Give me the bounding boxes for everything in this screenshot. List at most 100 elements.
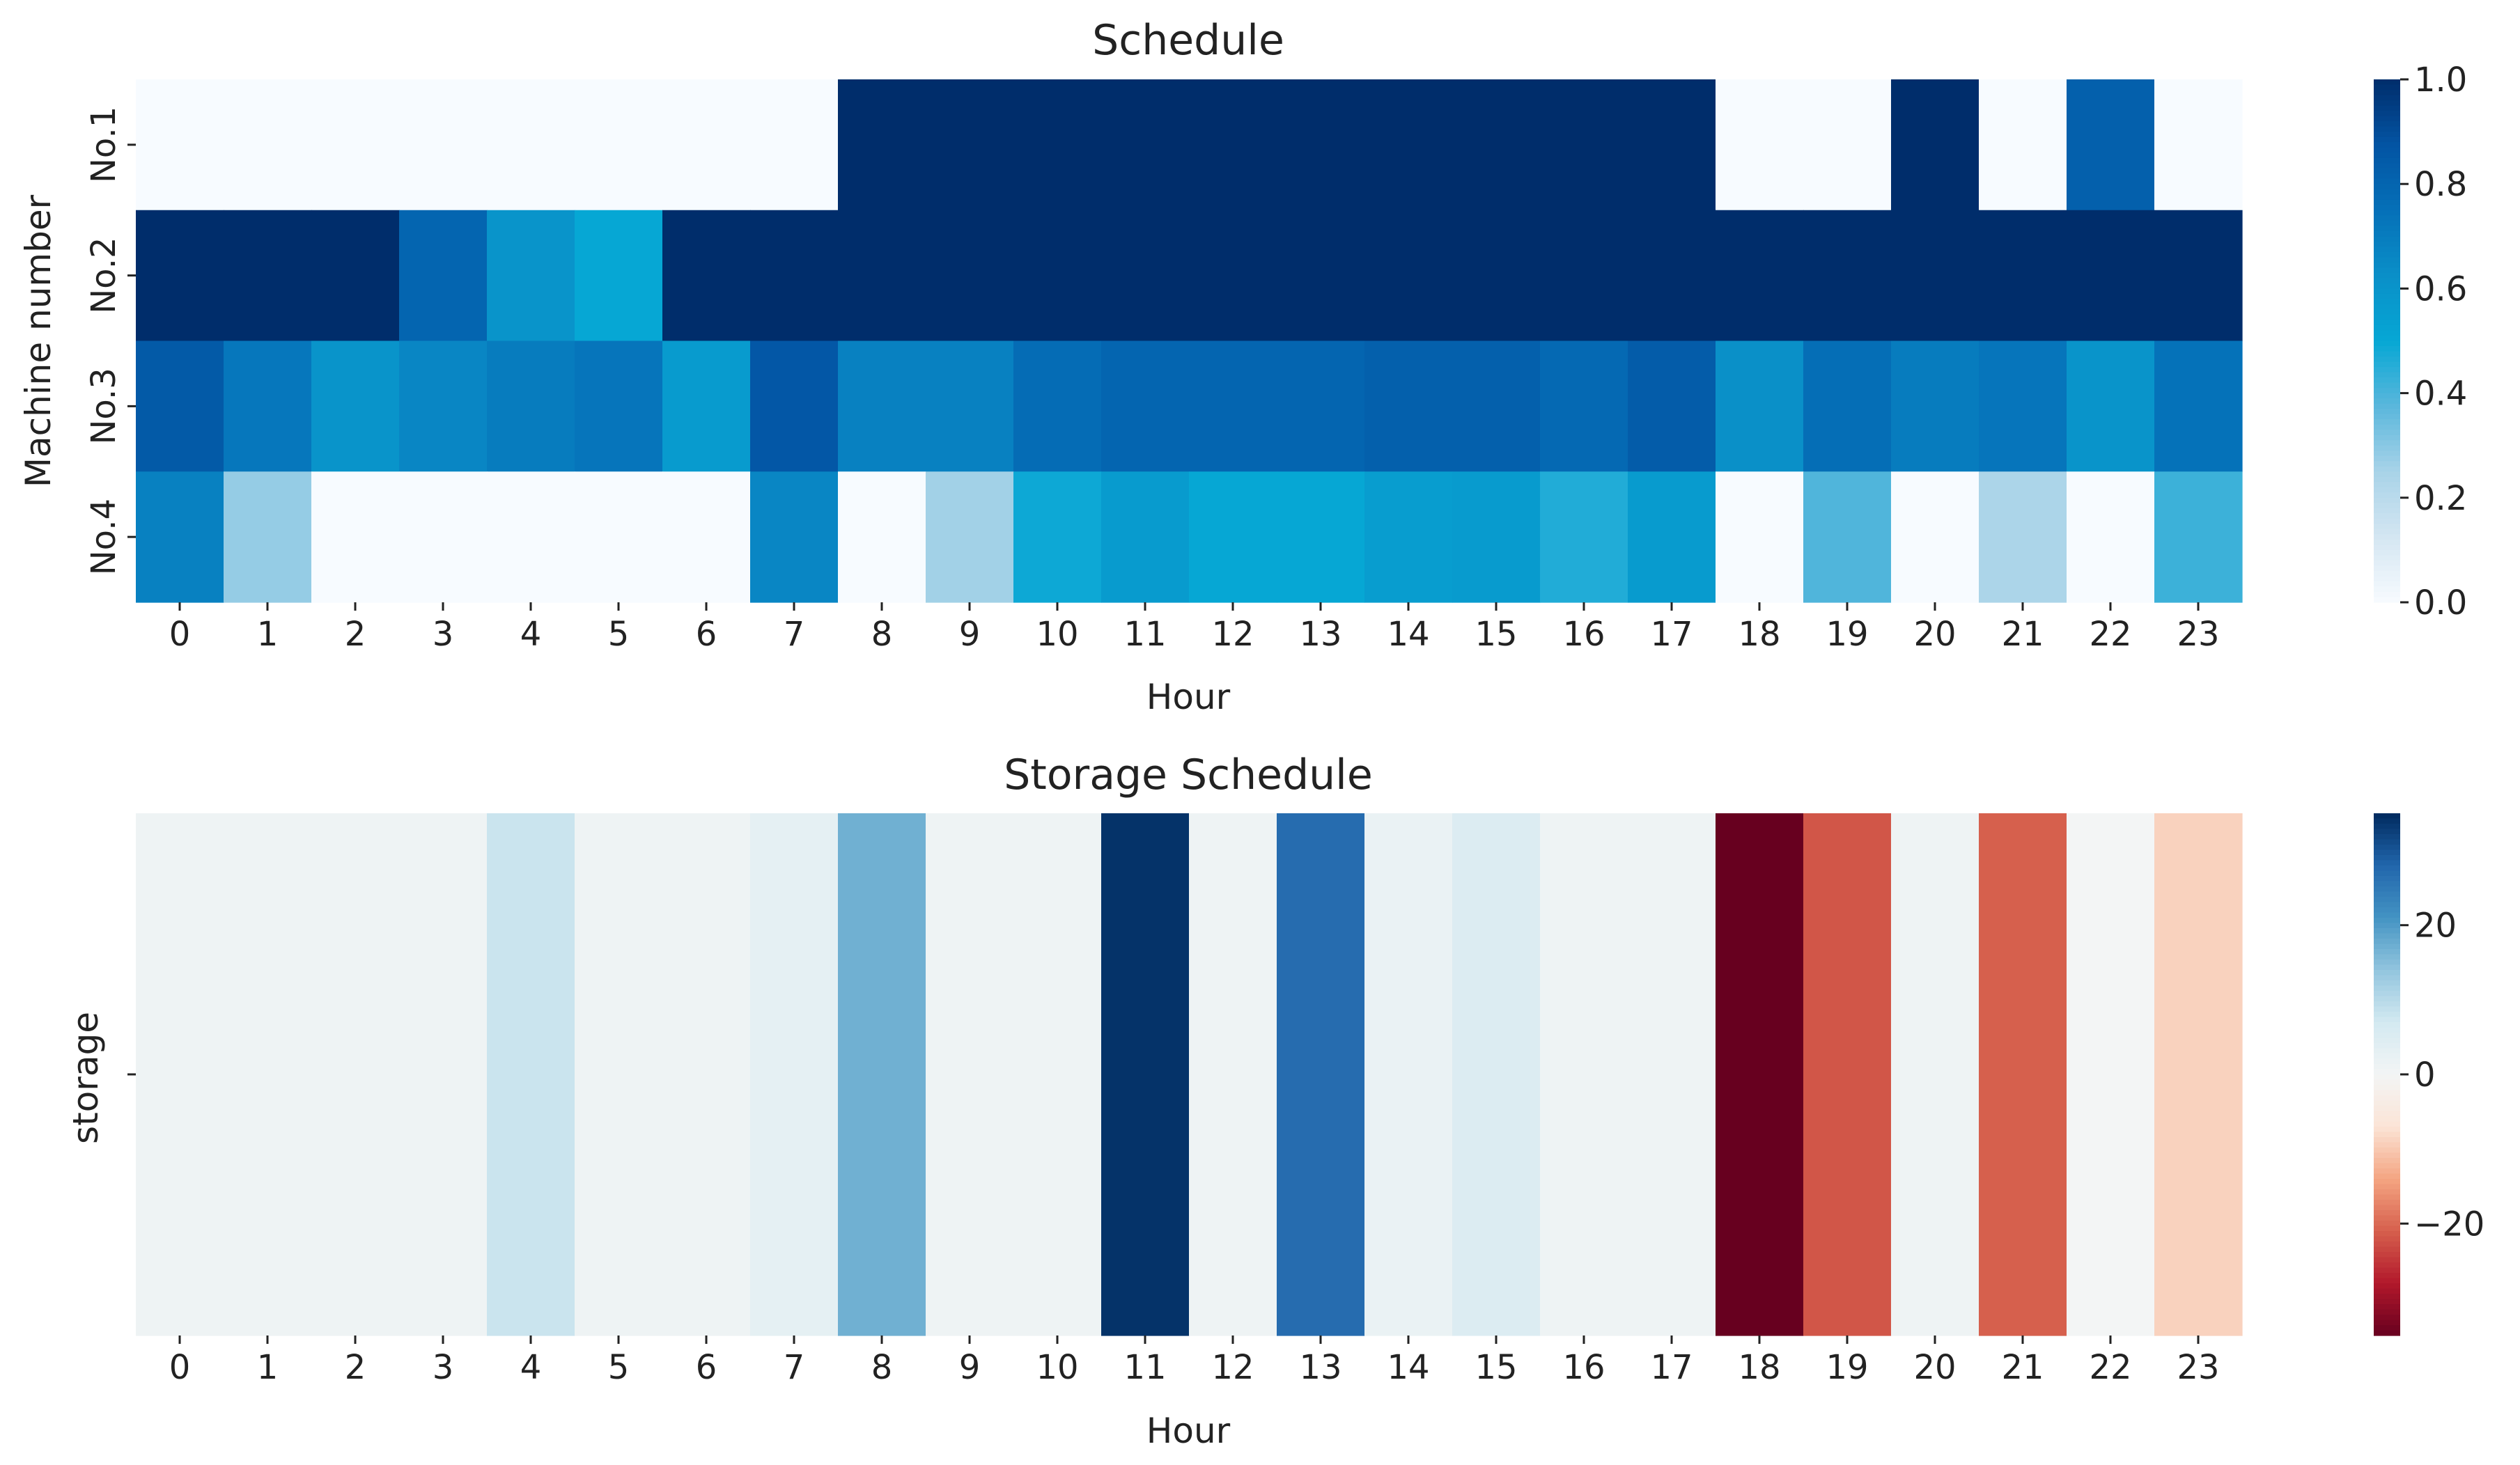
colorbar-segment [2374, 1095, 2400, 1102]
colorbar-segment [2374, 168, 2400, 174]
heatmap-cell [487, 340, 575, 472]
schedule-colorbar: 0.0 0.2 0.4 0.6 0.8 1.0 [2374, 61, 2467, 622]
colorbar-segment [2374, 954, 2400, 960]
heatmap-cell [750, 813, 839, 1336]
colorbar-segment [2374, 508, 2400, 514]
heatmap-cell [1101, 471, 1190, 603]
colorbar-segment [2374, 492, 2400, 499]
colorbar-segment [2374, 1058, 2400, 1065]
heatmap-cell [1540, 813, 1628, 1336]
heatmap-cell [311, 471, 400, 603]
colorbar-segment [2374, 424, 2400, 430]
heatmap-cell [926, 813, 1014, 1336]
heatmap-cell [575, 471, 663, 603]
heatmap-cell [1452, 813, 1541, 1336]
colorbar-segment [2374, 581, 2400, 588]
colorbar-segment [2374, 309, 2400, 315]
colorbar-segment [2374, 1017, 2400, 1023]
colorbar-segment [2374, 1158, 2400, 1164]
colorbar-segment [2374, 1262, 2400, 1269]
colorbar-segment [2374, 230, 2400, 237]
heatmap-cell [838, 471, 926, 603]
heatmap-cell [1979, 813, 2067, 1336]
colorbar-segment [2374, 939, 2400, 945]
x-tick-label: 1 [257, 1348, 279, 1387]
colorbar-segment [2374, 933, 2400, 939]
colorbar-segment [2374, 241, 2400, 247]
colorbar-tick-label: 0.6 [2414, 269, 2467, 308]
colorbar-segment [2374, 1121, 2400, 1127]
colorbar-segment [2374, 476, 2400, 483]
x-tick-label: 23 [2177, 615, 2219, 654]
heatmap-cell [1013, 79, 1102, 211]
colorbar-segment [2374, 136, 2400, 143]
colorbar-segment [2374, 262, 2400, 268]
colorbar-segment [2374, 461, 2400, 467]
colorbar-segment [2374, 1304, 2400, 1310]
x-tick-label: 11 [1123, 615, 1166, 654]
colorbar-segment [2374, 147, 2400, 153]
x-tick-label: 4 [520, 615, 542, 654]
colorbar-segment [2374, 834, 2400, 840]
colorbar-segment [2374, 1131, 2400, 1138]
colorbar-segment [2374, 335, 2400, 342]
colorbar-segment [2374, 881, 2400, 887]
colorbar-segment [2374, 1194, 2400, 1200]
colorbar-segment [2374, 377, 2400, 384]
heatmap-cell [1979, 79, 2067, 211]
colorbar-segment [2374, 267, 2400, 274]
colorbar-segment [2374, 210, 2400, 216]
colorbar-segment [2374, 173, 2400, 180]
storage-colorbar: 20 0 −20 [2374, 813, 2484, 1336]
heatmap-cell [750, 340, 839, 472]
heatmap-cell [926, 471, 1014, 603]
heatmap-cell [487, 210, 575, 342]
colorbar-segment [2374, 1173, 2400, 1180]
heatmap-cell [1803, 340, 1892, 472]
heatmap-cell [311, 79, 400, 211]
colorbar-segment [2374, 1163, 2400, 1169]
colorbar-tick-label: 0.4 [2414, 375, 2467, 414]
colorbar-segment [2374, 839, 2400, 845]
heatmap-cell [2154, 79, 2243, 211]
heatmap-cell [1277, 210, 1365, 342]
colorbar-segment [2374, 382, 2400, 389]
x-tick-label: 12 [1211, 1348, 1254, 1387]
colorbar-segment [2374, 1231, 2400, 1237]
heatmap-cell [1101, 79, 1190, 211]
colorbar-segment [2374, 1309, 2400, 1315]
heatmap-cell [1716, 79, 1804, 211]
heatmap-cell [399, 340, 488, 472]
x-tick-label: 4 [520, 1348, 542, 1387]
heatmap-cell [1013, 210, 1102, 342]
heatmap-cell [575, 79, 663, 211]
x-tick-label: 19 [1826, 615, 1868, 654]
heatmap-cell [399, 471, 488, 603]
heatmap-cell [926, 340, 1014, 472]
colorbar-segment [2374, 1221, 2400, 1227]
heatmap-cell [1364, 340, 1453, 472]
colorbar-segment [2374, 414, 2400, 420]
colorbar-segment [2374, 964, 2400, 971]
colorbar-segment [2374, 226, 2400, 232]
colorbar-segment [2374, 1142, 2400, 1148]
heatmap-cell [136, 471, 224, 603]
heatmap-cell [1013, 340, 1102, 472]
colorbar-segment [2374, 1205, 2400, 1211]
colorbar-segment [2374, 304, 2400, 311]
colorbar-segment [2374, 1294, 2400, 1300]
colorbar-segment [2374, 1053, 2400, 1060]
colorbar-segment [2374, 251, 2400, 258]
heatmap-cell [1891, 340, 1980, 472]
colorbar-segment [2374, 586, 2400, 593]
x-tick-label: 22 [2089, 615, 2131, 654]
colorbar-segment [2374, 121, 2400, 127]
colorbar-segment [2374, 1210, 2400, 1216]
heatmap-cell [662, 340, 751, 472]
heatmap-cell [136, 79, 224, 211]
colorbar-segment [2374, 434, 2400, 441]
colorbar-segment [2374, 1288, 2400, 1294]
colorbar-segment [2374, 152, 2400, 159]
